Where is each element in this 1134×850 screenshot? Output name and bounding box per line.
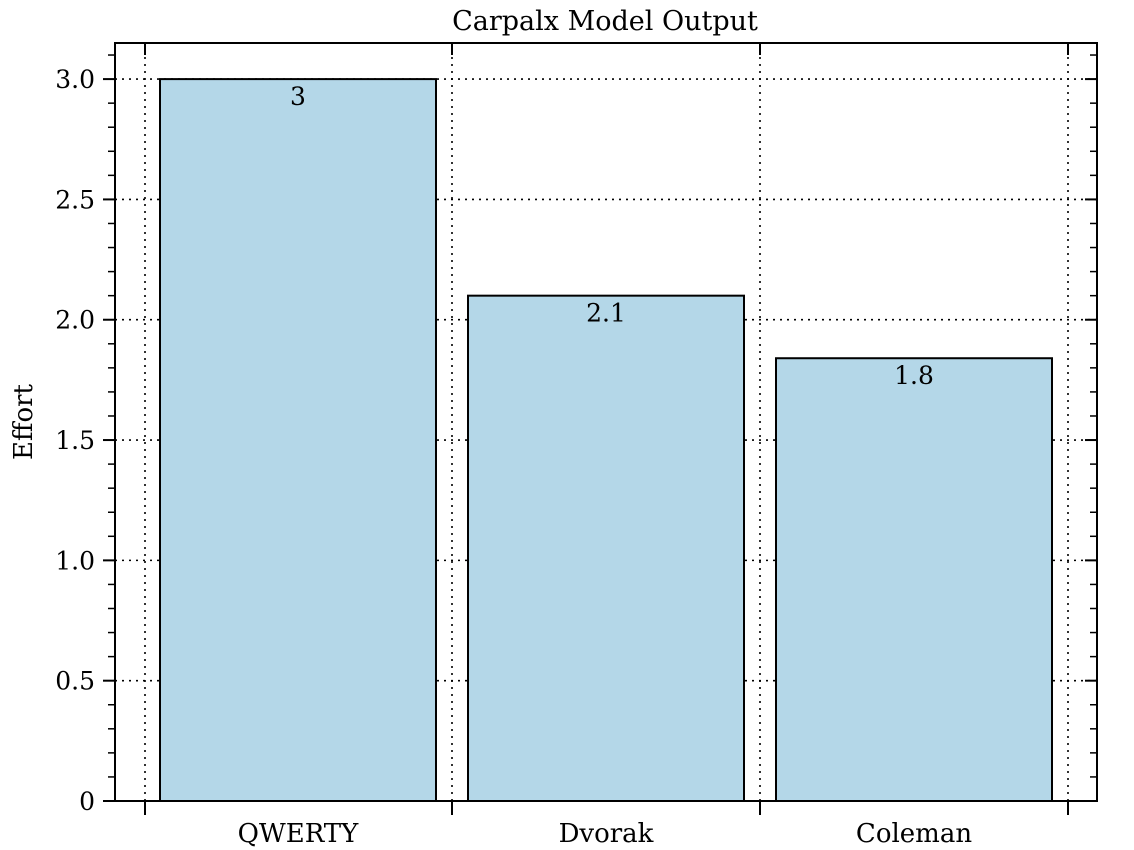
data-label: 3	[290, 82, 306, 111]
x-category-label: Coleman	[856, 819, 972, 849]
axis-ticks	[103, 43, 1097, 815]
y-axis-label: Effort	[9, 383, 39, 460]
y-tick-label: 0	[79, 787, 95, 816]
chart-title: Carpalx Model Output	[452, 6, 758, 37]
y-tick-label: 1.5	[55, 426, 95, 455]
bar-coleman	[775, 357, 1053, 802]
y-tick-label: 2.0	[55, 306, 95, 335]
data-label: 2.1	[586, 299, 626, 328]
bar-dvorak	[467, 294, 745, 802]
axis-labels: 3 2.1 1.8 0 0.5 1.0 1.5 2.0 2.5 3.0 QWERTY Dvorak Co…	[55, 65, 972, 849]
x-category-label: Dvorak	[559, 819, 654, 849]
bars	[159, 78, 1053, 803]
y-tick-label: 2.5	[55, 185, 95, 214]
plot-frame	[114, 42, 1098, 802]
y-tick-label: 1.0	[55, 546, 95, 575]
bar-qwerty	[159, 78, 437, 803]
x-category-label: QWERTY	[238, 819, 359, 849]
y-tick-label: 3.0	[55, 65, 95, 94]
y-tick-label: 0.5	[55, 667, 95, 696]
data-label: 1.8	[894, 361, 934, 390]
